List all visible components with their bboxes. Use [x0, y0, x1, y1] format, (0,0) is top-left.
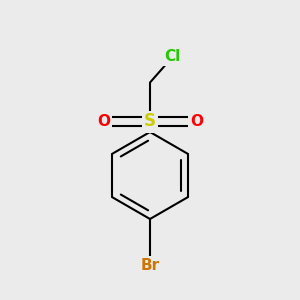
Text: Br: Br: [140, 258, 160, 273]
Text: O: O: [97, 114, 110, 129]
Text: S: S: [144, 112, 156, 130]
Text: Cl: Cl: [164, 50, 181, 64]
Text: O: O: [190, 114, 203, 129]
